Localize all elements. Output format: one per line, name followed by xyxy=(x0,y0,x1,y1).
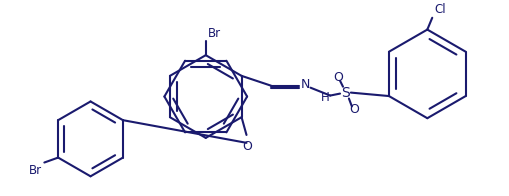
Text: H: H xyxy=(321,91,330,104)
Text: O: O xyxy=(349,103,359,116)
Text: Br: Br xyxy=(29,164,42,178)
Text: O: O xyxy=(333,71,343,84)
Text: N: N xyxy=(301,78,310,91)
Text: Cl: Cl xyxy=(434,3,446,16)
Text: Br: Br xyxy=(208,27,221,40)
Text: S: S xyxy=(342,86,350,100)
Text: O: O xyxy=(243,140,252,153)
